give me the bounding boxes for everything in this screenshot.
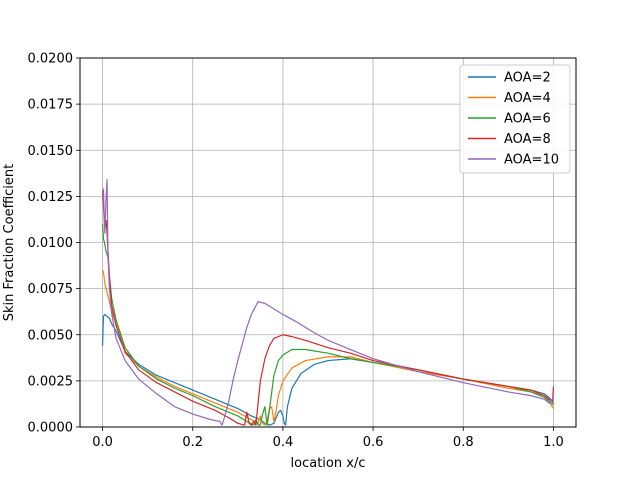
legend: AOA=2 AOA=4 AOA=6 AOA=8 AOA=10 bbox=[459, 64, 571, 174]
x-tick-label: 0.8 bbox=[453, 435, 474, 450]
y-tick-label: 0.0125 bbox=[28, 190, 74, 205]
x-axis: 0.0 0.2 0.4 0.6 0.8 1.0 bbox=[92, 427, 564, 450]
x-tick-label: 0.0 bbox=[92, 435, 113, 450]
y-tick-label: 0.0100 bbox=[28, 236, 74, 251]
y-tick-label: 0.0175 bbox=[28, 98, 74, 113]
plot-area bbox=[101, 179, 555, 426]
legend-label: AOA=2 bbox=[504, 71, 551, 86]
y-tick-label: 0.0150 bbox=[28, 144, 74, 159]
y-axis: 0.0000 0.0025 0.0050 0.0075 0.0100 0.0125 0.01… bbox=[28, 52, 80, 436]
x-tick-label: 0.4 bbox=[273, 435, 294, 450]
y-tick-label: 0.0075 bbox=[28, 282, 74, 297]
y-tick-label: 0.0200 bbox=[28, 52, 74, 67]
x-tick-label: 0.2 bbox=[182, 435, 203, 450]
y-tick-label: 0.0025 bbox=[28, 374, 74, 389]
x-tick-label: 0.6 bbox=[363, 435, 384, 450]
legend-label: AOA=8 bbox=[504, 132, 551, 147]
x-tick-label: 1.0 bbox=[543, 435, 564, 450]
y-tick-label: 0.0050 bbox=[28, 328, 74, 343]
x-axis-label: location x/c bbox=[291, 456, 366, 471]
legend-label: AOA=4 bbox=[504, 91, 551, 106]
series-line bbox=[101, 179, 554, 426]
series-line bbox=[101, 190, 555, 426]
y-axis-label: Skin Fraction Coefficient bbox=[2, 164, 17, 321]
y-tick-label: 0.0000 bbox=[28, 421, 74, 436]
legend-label: AOA=10 bbox=[504, 153, 559, 168]
legend-box bbox=[459, 64, 571, 174]
legend-label: AOA=6 bbox=[504, 112, 551, 127]
